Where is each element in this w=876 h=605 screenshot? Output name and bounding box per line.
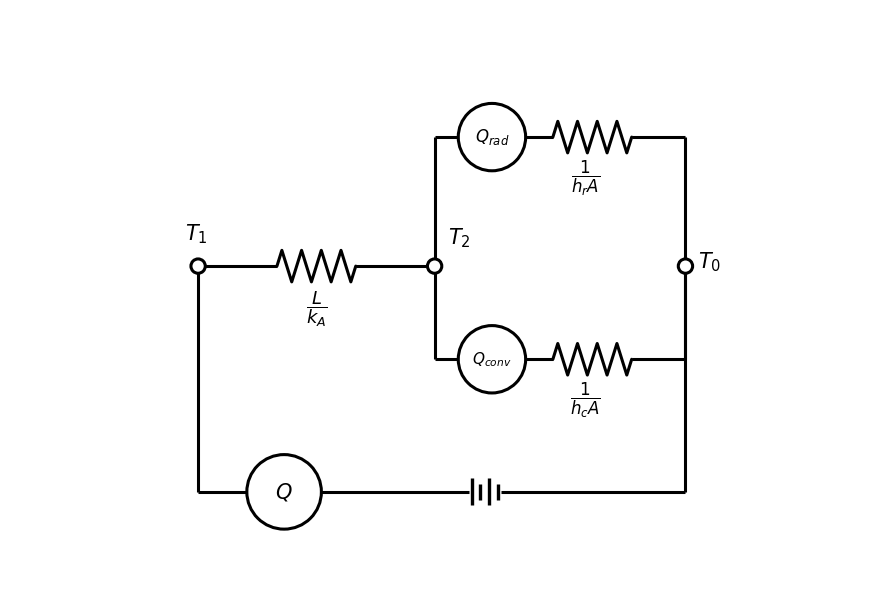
Circle shape [678, 259, 693, 273]
Text: $Q_{conv}$: $Q_{conv}$ [472, 350, 512, 368]
Text: $T_2$: $T_2$ [448, 227, 470, 250]
Circle shape [191, 259, 205, 273]
Text: $\dfrac{L}{k_A}$: $\dfrac{L}{k_A}$ [306, 289, 327, 329]
Text: $T_0$: $T_0$ [698, 250, 722, 274]
Text: $Q$: $Q$ [275, 481, 293, 503]
Text: $\dfrac{1}{h_c A}$: $\dfrac{1}{h_c A}$ [569, 381, 601, 420]
Text: $T_1$: $T_1$ [186, 223, 208, 246]
Text: $\dfrac{1}{h_r A}$: $\dfrac{1}{h_r A}$ [570, 159, 600, 198]
Circle shape [427, 259, 442, 273]
Text: $Q_{rad}$: $Q_{rad}$ [475, 127, 509, 147]
